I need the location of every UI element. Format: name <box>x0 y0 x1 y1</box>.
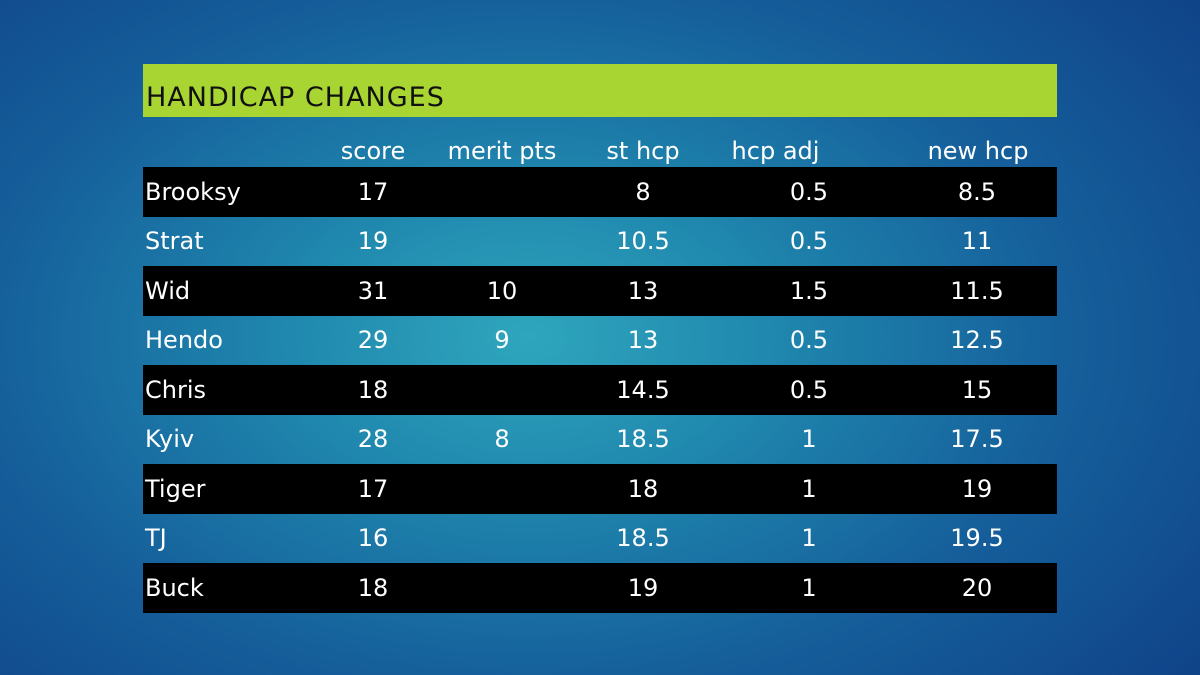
score-cell: 18 <box>357 375 389 404</box>
merit-pts-cell: 10 <box>486 276 518 305</box>
table-row: Kyiv 28 8 18.5 1 17.5 <box>143 415 1057 465</box>
new-hcp-cell: 19 <box>961 474 993 503</box>
hcp-adj-cell: 0.5 <box>789 177 829 206</box>
player-name: Brooksy <box>145 177 241 206</box>
score-cell: 19 <box>357 227 389 256</box>
merit-pts-cell <box>452 514 552 564</box>
hcp-adj-cell: 0.5 <box>789 326 829 355</box>
st-hcp-cell: 8 <box>635 177 651 206</box>
player-name: TJ <box>145 524 167 553</box>
new-hcp-cell: 19.5 <box>950 524 1004 553</box>
score-cell: 18 <box>357 573 389 602</box>
merit-pts-cell <box>452 217 552 267</box>
hcp-adj-cell: 1 <box>801 573 817 602</box>
st-hcp-cell: 10.5 <box>616 227 670 256</box>
score-cell: 31 <box>357 276 389 305</box>
table-row: Brooksy 17 8 0.5 8.5 <box>143 167 1057 217</box>
st-hcp-cell: 19 <box>627 573 659 602</box>
score-cell: 28 <box>357 425 389 454</box>
new-hcp-cell: 8.5 <box>957 177 997 206</box>
header-score: score <box>340 137 406 165</box>
player-name: Kyiv <box>145 425 195 454</box>
st-hcp-cell: 18 <box>627 474 659 503</box>
table-header: score merit pts st hcp hcp adj new hcp <box>143 131 1057 171</box>
new-hcp-cell: 15 <box>961 375 993 404</box>
st-hcp-cell: 13 <box>627 276 659 305</box>
player-name: Chris <box>145 375 207 404</box>
score-cell: 17 <box>357 177 389 206</box>
hcp-adj-cell: 1 <box>801 474 817 503</box>
hcp-adj-cell: 1.5 <box>789 276 829 305</box>
new-hcp-cell: 12.5 <box>950 326 1004 355</box>
merit-pts-cell: 9 <box>494 326 510 355</box>
st-hcp-cell: 14.5 <box>616 375 670 404</box>
merit-pts-cell <box>452 563 552 613</box>
new-hcp-cell: 11 <box>961 227 993 256</box>
player-name: Tiger <box>145 474 206 503</box>
header-merit-pts: merit pts <box>447 137 557 165</box>
header-new-hcp: new hcp <box>927 137 1029 165</box>
hcp-adj-cell: 0.5 <box>789 375 829 404</box>
player-name: Strat <box>145 227 204 256</box>
st-hcp-cell: 18.5 <box>616 425 670 454</box>
header-st-hcp: st hcp <box>606 137 680 165</box>
new-hcp-cell: 20 <box>961 573 993 602</box>
hcp-adj-cell: 0.5 <box>789 227 829 256</box>
table-row: Tiger 17 18 1 19 <box>143 464 1057 514</box>
merit-pts-cell <box>452 464 552 514</box>
header-hcp-adj: hcp adj <box>731 137 820 165</box>
table-row: Strat 19 10.5 0.5 11 <box>143 217 1057 267</box>
handicap-table: Brooksy 17 8 0.5 8.5 Strat 19 10.5 0.5 1… <box>143 167 1057 613</box>
hcp-adj-cell: 1 <box>801 425 817 454</box>
st-hcp-cell: 13 <box>627 326 659 355</box>
score-cell: 16 <box>357 524 389 553</box>
player-name: Hendo <box>145 326 223 355</box>
score-cell: 29 <box>357 326 389 355</box>
st-hcp-cell: 18.5 <box>616 524 670 553</box>
title-bar: HANDICAP CHANGES <box>143 64 1057 117</box>
player-name: Wid <box>145 276 191 305</box>
table-row: TJ 16 18.5 1 19.5 <box>143 514 1057 564</box>
merit-pts-cell <box>452 365 552 415</box>
slide-title: HANDICAP CHANGES <box>146 82 445 113</box>
merit-pts-cell <box>452 167 552 217</box>
table-row: Wid 31 10 13 1.5 11.5 <box>143 266 1057 316</box>
new-hcp-cell: 17.5 <box>950 425 1004 454</box>
hcp-adj-cell: 1 <box>801 524 817 553</box>
score-cell: 17 <box>357 474 389 503</box>
player-name: Buck <box>145 573 204 602</box>
new-hcp-cell: 11.5 <box>950 276 1004 305</box>
table-row: Hendo 29 9 13 0.5 12.5 <box>143 316 1057 366</box>
table-row: Chris 18 14.5 0.5 15 <box>143 365 1057 415</box>
merit-pts-cell: 8 <box>494 425 510 454</box>
table-row: Buck 18 19 1 20 <box>143 563 1057 613</box>
